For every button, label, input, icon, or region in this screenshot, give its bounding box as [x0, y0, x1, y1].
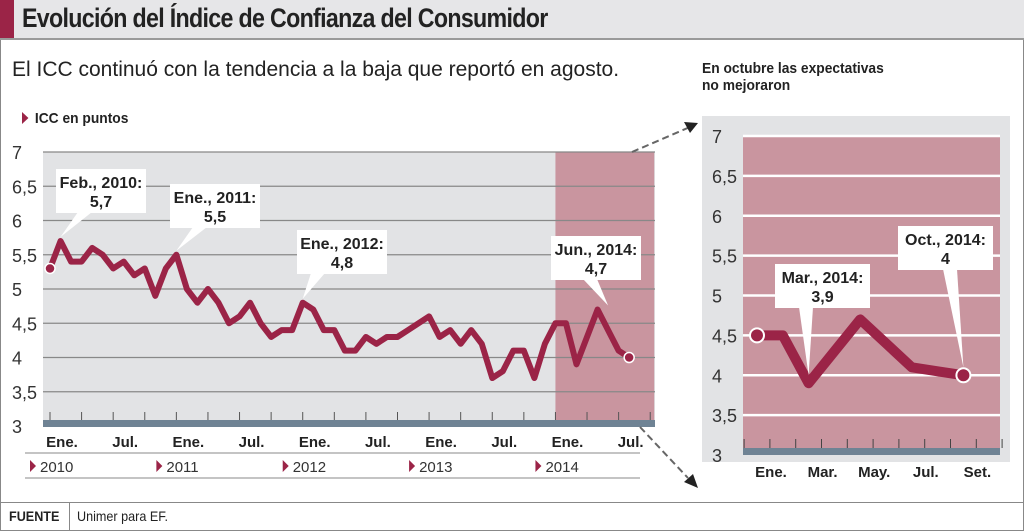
year-label: 2010 [40, 459, 73, 476]
inset-title-line1: En octubre las expectativas [702, 60, 884, 77]
x-tick-label: Jul. [112, 434, 138, 451]
year-label: 2012 [293, 459, 326, 476]
inset-x-tick-label: Mar. [808, 464, 838, 481]
zoom-connector-bottom [639, 426, 689, 479]
main-callout-box [551, 236, 641, 280]
year-label: 2011 [166, 459, 198, 476]
inset-callout-value: 3,9 [811, 289, 833, 306]
x-tick-label: Ene. [299, 434, 331, 451]
year-triangle-icon [282, 460, 289, 472]
series-end-marker [623, 351, 635, 364]
inset-x-tick-label: Ene. [755, 464, 787, 481]
main-callout-box [297, 230, 387, 274]
x-tick-label: Jul. [365, 434, 391, 451]
inset-x-tick-label: Jul. [913, 464, 939, 481]
inset-title-line2: no mejoraron [702, 77, 791, 94]
inset-y-tick-label: 3,5 [712, 406, 737, 426]
main-callout-pointer [176, 227, 207, 251]
page-title: Evolución del Índice de Confianza del Co… [22, 3, 548, 33]
main-callout-value: 5,5 [204, 209, 226, 226]
header-accent [0, 0, 14, 38]
x-tick-label: Ene. [173, 434, 205, 451]
year-triangle-icon [156, 460, 163, 472]
inset-x-tick-label: May. [858, 464, 890, 481]
inset-series-line [757, 314, 965, 389]
chart-subtitle: El ICC continuó con la tendencia a la ba… [12, 58, 620, 81]
year-triangle-icon [30, 460, 36, 472]
inset-callout-pointer [943, 269, 964, 368]
main-callout-label: Jun., 2014: [555, 242, 638, 259]
y-tick-label: 4,5 [12, 314, 37, 334]
icc-series-line [47, 238, 633, 382]
inset-y-tick-label: 4 [712, 366, 722, 386]
inset-callout-pointer [799, 307, 813, 376]
inset-y-tick-label: 7 [712, 127, 722, 147]
x-tick-label: Ene. [46, 434, 78, 451]
inset-callout-label: Oct., 2014: [905, 232, 986, 249]
source-text: Unimer para EF. [77, 508, 169, 524]
main-callout-box [170, 184, 260, 228]
inset-start-marker [749, 327, 765, 344]
y-tick-label: 6,5 [12, 177, 37, 197]
main-callout-box [56, 169, 146, 213]
main-callout-label: Feb., 2010: [60, 175, 143, 192]
inset-title: En octubre las expectativas no mejoraron [702, 60, 884, 94]
unit-label-text: ICC en puntos [34, 110, 129, 127]
x-tick-label: Ene. [425, 434, 457, 451]
year-label: 2014 [545, 459, 578, 476]
main-callout-label: Ene., 2012: [300, 236, 384, 253]
y-tick-label: 5 [12, 280, 22, 300]
inset-x-tick-label: Set. [964, 464, 992, 481]
inset-y-tick-label: 3 [712, 446, 722, 466]
y-tick-label: 6 [12, 212, 22, 232]
main-callout-pointer [583, 279, 609, 306]
x-tick-label: Ene. [552, 434, 584, 451]
main-callout-value: 4,7 [585, 261, 607, 278]
inset-callout-value: 4 [941, 251, 950, 268]
inset-end-marker [955, 367, 972, 384]
main-callout-pointer [60, 212, 92, 238]
inset-callout-box [898, 226, 993, 270]
inset-y-tick-label: 5,5 [712, 247, 737, 267]
y-tick-label: 4 [12, 349, 22, 369]
inset-y-tick-label: 4,5 [712, 326, 737, 346]
year-triangle-icon [535, 460, 542, 472]
unit-label: ICC en puntos [22, 110, 128, 127]
main-callout-label: Ene., 2011: [174, 190, 257, 207]
inset-callout-box [775, 264, 870, 308]
x-axis-bar [43, 420, 655, 427]
inset-callout-label: Mar., 2014: [782, 270, 864, 287]
footer-divider [69, 503, 70, 530]
main-callout-pointer [302, 273, 325, 299]
y-tick-label: 7 [12, 143, 22, 163]
x-tick-label: Jul. [491, 434, 517, 451]
main-callout-value: 4,8 [331, 255, 353, 272]
arrow-head-icon [684, 122, 698, 133]
year-triangle-icon [409, 460, 416, 472]
series-start-marker [44, 262, 56, 275]
footer: FUENTE Unimer para EF. [0, 502, 1024, 531]
source-label: FUENTE [9, 508, 60, 524]
header-bar: Evolución del Índice de Confianza del Co… [0, 0, 1024, 40]
y-tick-label: 3,5 [12, 383, 37, 403]
x-tick-label: Jul. [239, 434, 265, 451]
triangle-bullet-icon [22, 112, 29, 124]
year-label: 2013 [419, 459, 452, 476]
y-tick-label: 3 [12, 417, 22, 437]
inset-y-tick-label: 5 [712, 287, 722, 307]
zoom-connector-top [631, 126, 691, 153]
inset-y-tick-label: 6,5 [712, 167, 737, 187]
inset-y-tick-label: 6 [712, 207, 722, 227]
x-tick-label: Jul. [618, 434, 644, 451]
arrow-head-icon [684, 474, 698, 488]
inset-x-axis-bar [743, 448, 1000, 455]
y-tick-label: 5,5 [12, 246, 37, 266]
main-callout-value: 5,7 [90, 194, 112, 211]
